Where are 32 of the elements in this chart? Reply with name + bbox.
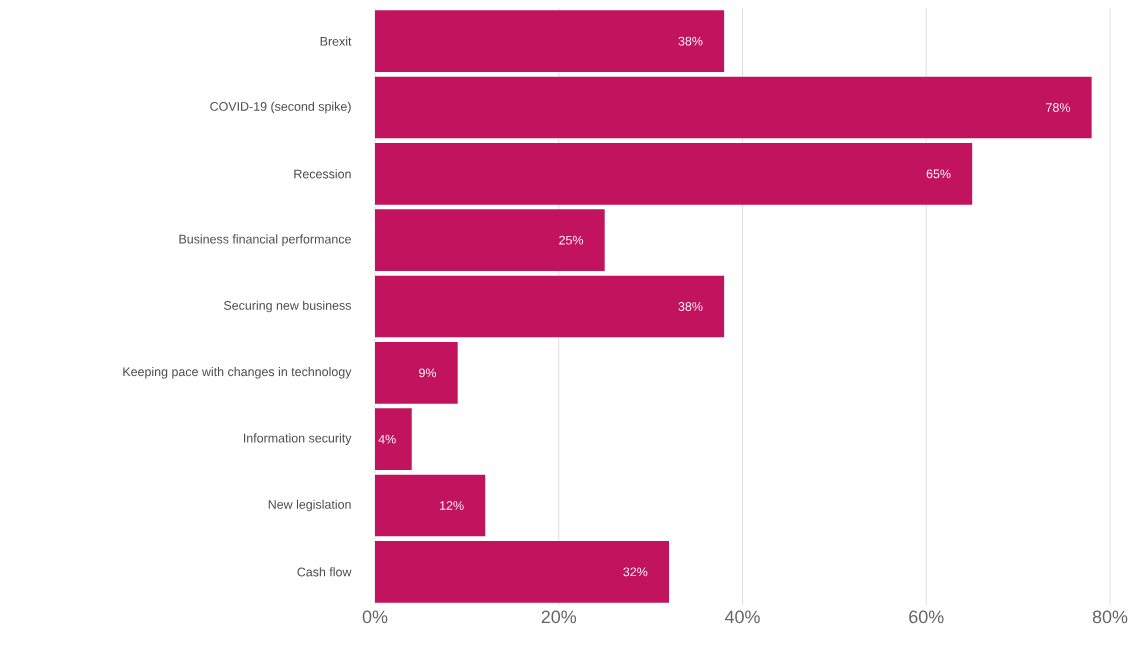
data-label: 4%: [378, 434, 396, 444]
data-label: 25%: [559, 235, 584, 245]
bar: [375, 474, 486, 537]
y-tick-label: Business financial performance: [179, 234, 351, 246]
y-tick-label: Recession: [294, 169, 351, 179]
bar: [375, 408, 412, 470]
data-label: 38%: [678, 302, 703, 311]
bar: [375, 540, 669, 603]
y-tick-label: Brexit: [320, 36, 352, 46]
bar: [375, 10, 725, 73]
y-tick-label: New legislation: [268, 499, 351, 512]
bar: [375, 341, 458, 404]
y-tick-label: Cash flow: [297, 567, 352, 577]
y-tick-label: Information security: [243, 433, 352, 445]
data-label: 9%: [419, 368, 437, 378]
x-tick-label: 40%: [724, 610, 760, 624]
bar: [375, 209, 605, 272]
data-label: 32%: [623, 567, 648, 577]
x-tick-label: 0%: [362, 610, 388, 624]
bar: [375, 76, 1092, 139]
bar: [375, 275, 725, 338]
y-tick-label: Keeping pace with changes in technology: [123, 367, 352, 379]
x-tick-label: 60%: [909, 610, 944, 624]
bar: [375, 142, 973, 205]
x-tick-label: 20%: [541, 610, 577, 624]
data-label: 78%: [1046, 103, 1070, 112]
data-label: 38%: [678, 36, 703, 46]
y-tick-label: COVID-19 (second spike): [210, 101, 351, 114]
y-tick-label: Securing new business: [223, 300, 352, 313]
x-tick-label: 80%: [1092, 610, 1128, 624]
data-label: 12%: [440, 501, 464, 510]
data-label: 65%: [926, 169, 951, 179]
